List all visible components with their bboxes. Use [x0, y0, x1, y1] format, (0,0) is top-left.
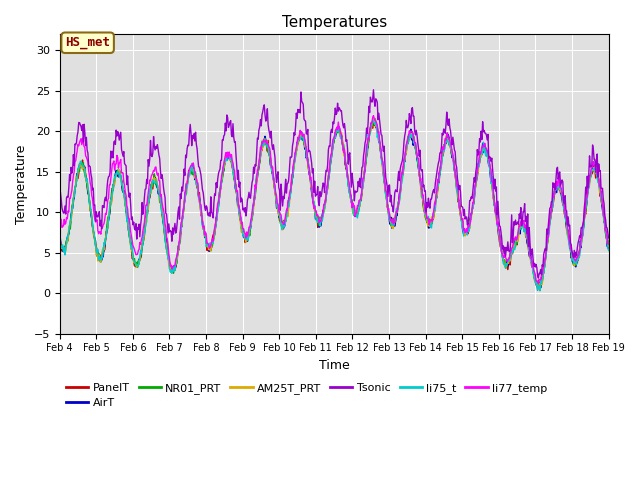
li77_temp [605, 240, 612, 246]
AM25T_PRT [207, 248, 214, 254]
Tsonic [207, 194, 214, 200]
AM25T_PRT [605, 244, 612, 250]
Line: li77_temp: li77_temp [60, 116, 609, 283]
li75_t [207, 243, 214, 249]
AirT [534, 287, 541, 293]
NR01_PRT [178, 221, 186, 227]
PanelT [605, 244, 612, 250]
NR01_PRT [402, 151, 410, 157]
Tsonic [402, 129, 410, 134]
Tsonic [122, 163, 130, 168]
li75_t [402, 149, 410, 155]
AirT [418, 184, 426, 190]
li77_temp [418, 184, 426, 190]
li75_t [418, 184, 426, 190]
X-axis label: Time: Time [319, 359, 349, 372]
AirT [605, 246, 612, 252]
li75_t [605, 248, 612, 253]
NR01_PRT [122, 208, 130, 214]
AM25T_PRT [418, 190, 426, 195]
li77_temp [207, 242, 214, 248]
Tsonic [370, 87, 378, 93]
Title: Temperatures: Temperatures [282, 15, 387, 30]
li77_temp [122, 192, 130, 198]
Tsonic [178, 184, 186, 190]
li75_t [178, 219, 186, 225]
li75_t [56, 237, 63, 243]
li77_temp [66, 195, 74, 201]
NR01_PRT [536, 288, 544, 293]
AirT [207, 247, 214, 253]
li75_t [369, 118, 376, 123]
AirT [66, 226, 74, 232]
PanelT [178, 218, 186, 224]
PanelT [66, 225, 74, 231]
PanelT [56, 237, 63, 242]
AirT [371, 118, 378, 123]
AirT [122, 209, 130, 215]
Line: Tsonic: Tsonic [60, 90, 609, 278]
AM25T_PRT [56, 239, 63, 244]
Line: AM25T_PRT: AM25T_PRT [60, 120, 609, 290]
li77_temp [370, 113, 378, 119]
Legend: PanelT, AirT, NR01_PRT, AM25T_PRT, Tsonic, li75_t, li77_temp: PanelT, AirT, NR01_PRT, AM25T_PRT, Tsoni… [61, 378, 552, 413]
li77_temp [56, 215, 63, 220]
Line: PanelT: PanelT [60, 120, 609, 287]
li77_temp [402, 148, 410, 154]
NR01_PRT [418, 194, 426, 200]
AM25T_PRT [178, 223, 186, 228]
AM25T_PRT [370, 117, 378, 123]
NR01_PRT [56, 238, 63, 244]
PanelT [370, 117, 378, 123]
PanelT [207, 242, 214, 248]
AM25T_PRT [534, 287, 542, 293]
li77_temp [178, 219, 186, 225]
Y-axis label: Temperature: Temperature [15, 144, 28, 224]
Text: HS_met: HS_met [65, 36, 110, 49]
PanelT [418, 187, 426, 193]
li75_t [122, 205, 130, 211]
AM25T_PRT [122, 204, 130, 210]
Tsonic [605, 235, 612, 241]
Tsonic [534, 275, 542, 281]
li75_t [66, 224, 74, 229]
NR01_PRT [66, 223, 74, 228]
AM25T_PRT [402, 149, 410, 155]
AirT [402, 152, 410, 157]
AirT [56, 235, 63, 241]
NR01_PRT [605, 243, 612, 249]
NR01_PRT [371, 116, 379, 121]
Line: li75_t: li75_t [60, 120, 609, 291]
li77_temp [534, 280, 542, 286]
PanelT [122, 206, 130, 212]
NR01_PRT [207, 248, 214, 254]
Tsonic [418, 168, 426, 174]
Line: AirT: AirT [60, 120, 609, 290]
PanelT [402, 152, 410, 157]
PanelT [534, 284, 541, 290]
AirT [178, 224, 186, 230]
Tsonic [66, 171, 74, 177]
Line: NR01_PRT: NR01_PRT [60, 119, 609, 290]
Tsonic [56, 199, 63, 204]
AM25T_PRT [66, 222, 74, 228]
li75_t [536, 288, 544, 294]
